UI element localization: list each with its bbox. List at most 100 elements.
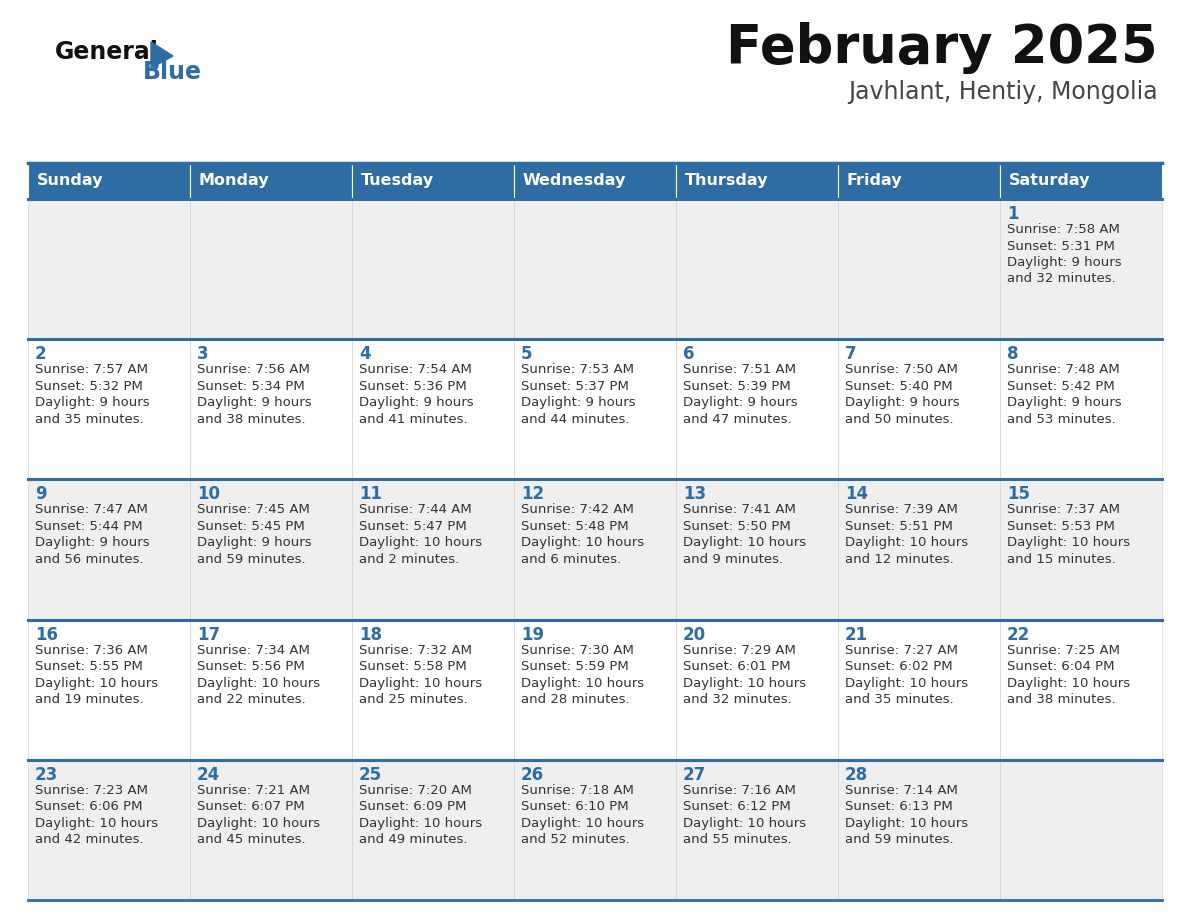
Bar <box>1000 760 1162 900</box>
Bar <box>352 339 514 479</box>
Text: Sunrise: 7:37 AM: Sunrise: 7:37 AM <box>1007 503 1120 517</box>
Text: Daylight: 9 hours: Daylight: 9 hours <box>522 397 636 409</box>
Text: Daylight: 9 hours: Daylight: 9 hours <box>845 397 960 409</box>
Text: 21: 21 <box>845 625 868 644</box>
Bar <box>1000 479 1162 620</box>
Text: and 50 minutes.: and 50 minutes. <box>845 413 954 426</box>
Text: and 28 minutes.: and 28 minutes. <box>522 693 630 706</box>
Text: Sunset: 6:07 PM: Sunset: 6:07 PM <box>197 800 304 813</box>
Text: Javhlant, Hentiy, Mongolia: Javhlant, Hentiy, Mongolia <box>848 80 1158 104</box>
Text: Sunset: 5:40 PM: Sunset: 5:40 PM <box>845 380 953 393</box>
Text: Sunrise: 7:41 AM: Sunrise: 7:41 AM <box>683 503 796 517</box>
Text: 17: 17 <box>197 625 220 644</box>
Bar <box>190 620 352 760</box>
Text: Sunday: Sunday <box>37 174 103 188</box>
Text: and 35 minutes.: and 35 minutes. <box>34 413 144 426</box>
Text: Daylight: 9 hours: Daylight: 9 hours <box>359 397 474 409</box>
Text: and 32 minutes.: and 32 minutes. <box>1007 273 1116 285</box>
Text: Sunrise: 7:53 AM: Sunrise: 7:53 AM <box>522 364 634 376</box>
Bar <box>838 163 1000 199</box>
Bar <box>352 163 514 199</box>
Bar <box>676 339 838 479</box>
Text: and 49 minutes.: and 49 minutes. <box>359 834 468 846</box>
Text: Daylight: 10 hours: Daylight: 10 hours <box>683 677 807 689</box>
Text: and 38 minutes.: and 38 minutes. <box>197 413 305 426</box>
Bar <box>514 620 676 760</box>
Text: 3: 3 <box>197 345 209 364</box>
Text: Sunset: 6:04 PM: Sunset: 6:04 PM <box>1007 660 1114 673</box>
Text: 15: 15 <box>1007 486 1030 503</box>
Text: Daylight: 10 hours: Daylight: 10 hours <box>1007 677 1130 689</box>
Text: Sunrise: 7:16 AM: Sunrise: 7:16 AM <box>683 784 796 797</box>
Text: Daylight: 10 hours: Daylight: 10 hours <box>683 536 807 549</box>
Text: Sunset: 5:51 PM: Sunset: 5:51 PM <box>845 520 953 533</box>
Text: and 25 minutes.: and 25 minutes. <box>359 693 468 706</box>
Text: 19: 19 <box>522 625 544 644</box>
Text: 25: 25 <box>359 766 383 784</box>
Bar <box>190 760 352 900</box>
Text: Sunrise: 7:58 AM: Sunrise: 7:58 AM <box>1007 223 1120 236</box>
Text: Daylight: 10 hours: Daylight: 10 hours <box>34 817 158 830</box>
Text: Sunrise: 7:14 AM: Sunrise: 7:14 AM <box>845 784 958 797</box>
Text: Sunset: 5:34 PM: Sunset: 5:34 PM <box>197 380 305 393</box>
Text: Daylight: 10 hours: Daylight: 10 hours <box>359 677 482 689</box>
Bar <box>676 760 838 900</box>
Text: and 41 minutes.: and 41 minutes. <box>359 413 468 426</box>
Text: Sunrise: 7:39 AM: Sunrise: 7:39 AM <box>845 503 958 517</box>
Text: Sunrise: 7:44 AM: Sunrise: 7:44 AM <box>359 503 472 517</box>
Text: Sunset: 5:31 PM: Sunset: 5:31 PM <box>1007 240 1114 252</box>
Text: Sunset: 5:45 PM: Sunset: 5:45 PM <box>197 520 305 533</box>
Text: Daylight: 9 hours: Daylight: 9 hours <box>1007 397 1121 409</box>
Bar <box>1000 199 1162 339</box>
Bar <box>838 760 1000 900</box>
Bar <box>29 339 190 479</box>
Bar <box>352 760 514 900</box>
Text: and 38 minutes.: and 38 minutes. <box>1007 693 1116 706</box>
Bar <box>514 760 676 900</box>
Bar <box>838 479 1000 620</box>
Text: Sunrise: 7:32 AM: Sunrise: 7:32 AM <box>359 644 472 656</box>
Bar <box>29 479 190 620</box>
Bar <box>676 620 838 760</box>
Text: Wednesday: Wednesday <box>523 174 626 188</box>
Bar <box>352 620 514 760</box>
Text: Sunset: 6:09 PM: Sunset: 6:09 PM <box>359 800 467 813</box>
Text: Sunrise: 7:20 AM: Sunrise: 7:20 AM <box>359 784 472 797</box>
Text: Sunset: 5:53 PM: Sunset: 5:53 PM <box>1007 520 1114 533</box>
Text: General: General <box>55 40 159 64</box>
Bar <box>514 339 676 479</box>
Text: Sunset: 5:58 PM: Sunset: 5:58 PM <box>359 660 467 673</box>
Text: Sunrise: 7:57 AM: Sunrise: 7:57 AM <box>34 364 148 376</box>
Text: 23: 23 <box>34 766 58 784</box>
Text: Sunrise: 7:42 AM: Sunrise: 7:42 AM <box>522 503 634 517</box>
Text: Sunrise: 7:56 AM: Sunrise: 7:56 AM <box>197 364 310 376</box>
Text: Sunset: 6:12 PM: Sunset: 6:12 PM <box>683 800 791 813</box>
Text: Monday: Monday <box>200 174 270 188</box>
Bar <box>352 199 514 339</box>
Text: Sunrise: 7:50 AM: Sunrise: 7:50 AM <box>845 364 958 376</box>
Polygon shape <box>151 42 173 68</box>
Text: 27: 27 <box>683 766 706 784</box>
Text: Friday: Friday <box>847 174 903 188</box>
Text: and 2 minutes.: and 2 minutes. <box>359 553 460 565</box>
Text: 18: 18 <box>359 625 383 644</box>
Text: Sunset: 6:02 PM: Sunset: 6:02 PM <box>845 660 953 673</box>
Text: 4: 4 <box>359 345 371 364</box>
Text: 10: 10 <box>197 486 220 503</box>
Text: and 22 minutes.: and 22 minutes. <box>197 693 305 706</box>
Text: Sunrise: 7:30 AM: Sunrise: 7:30 AM <box>522 644 634 656</box>
Text: 28: 28 <box>845 766 868 784</box>
Text: Sunset: 5:36 PM: Sunset: 5:36 PM <box>359 380 467 393</box>
Text: and 42 minutes.: and 42 minutes. <box>34 834 144 846</box>
Text: Sunset: 5:37 PM: Sunset: 5:37 PM <box>522 380 628 393</box>
Text: Sunset: 6:10 PM: Sunset: 6:10 PM <box>522 800 628 813</box>
Text: and 15 minutes.: and 15 minutes. <box>1007 553 1116 565</box>
Text: and 32 minutes.: and 32 minutes. <box>683 693 791 706</box>
Text: 13: 13 <box>683 486 706 503</box>
Bar <box>352 479 514 620</box>
Text: 2: 2 <box>34 345 46 364</box>
Text: Daylight: 9 hours: Daylight: 9 hours <box>197 536 311 549</box>
Text: Sunrise: 7:54 AM: Sunrise: 7:54 AM <box>359 364 472 376</box>
Text: Daylight: 10 hours: Daylight: 10 hours <box>359 817 482 830</box>
Bar <box>514 479 676 620</box>
